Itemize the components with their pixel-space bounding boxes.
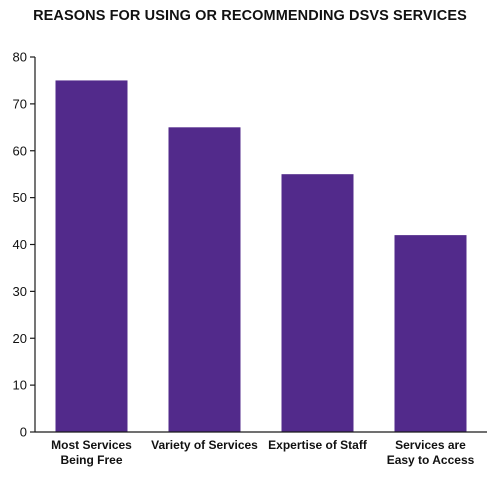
x-category-label: Expertise of Staff — [268, 438, 368, 452]
y-tick-label: 70 — [13, 96, 27, 111]
y-tick-label: 80 — [13, 50, 27, 65]
bars — [55, 80, 467, 432]
x-category-label-line: Expertise of Staff — [268, 438, 368, 452]
y-tick-label: 40 — [13, 237, 27, 252]
x-category-label: Services are Easy to Access — [387, 438, 475, 467]
y-axis-ticks: 0 10 20 30 40 50 60 70 80 — [13, 50, 35, 440]
x-category-label-line: Variety of Services — [151, 438, 258, 452]
x-category-label-line: Being Free — [60, 453, 122, 467]
chart-title: REASONS FOR USING OR RECOMMENDING DSVS S… — [33, 8, 467, 24]
bar — [168, 127, 241, 432]
x-category-label: Most Services Being Free — [51, 438, 132, 467]
x-category-label-line: Easy to Access — [387, 453, 475, 467]
y-tick-label: 30 — [13, 284, 27, 299]
y-tick-label: 60 — [13, 143, 27, 158]
x-category-label-line: Services are — [395, 438, 466, 452]
y-tick-label: 10 — [13, 378, 27, 393]
x-axis-category-labels: Most Services Being Free Variety of Servic… — [51, 438, 474, 467]
bar — [281, 174, 354, 432]
x-category-label-line: Most Services — [51, 438, 132, 452]
y-tick-label: 50 — [13, 190, 27, 205]
bar — [55, 80, 128, 432]
x-category-label: Variety of Services — [151, 438, 258, 452]
y-tick-label: 0 — [20, 425, 27, 440]
y-tick-label: 20 — [13, 331, 27, 346]
bar — [394, 235, 467, 432]
